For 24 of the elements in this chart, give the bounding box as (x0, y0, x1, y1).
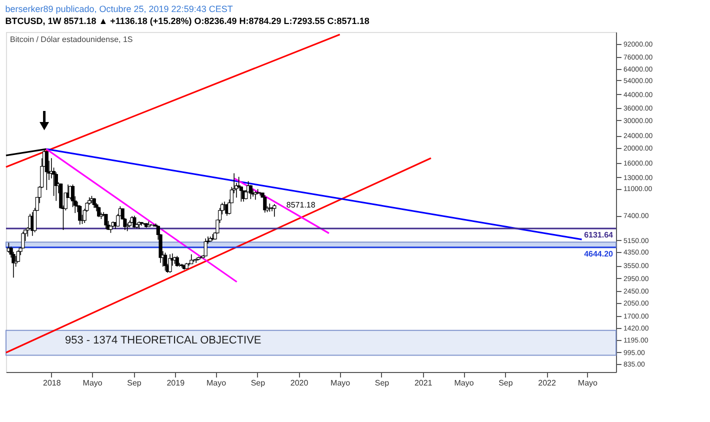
x-tick-label: Sep (498, 378, 514, 388)
x-tick-label: 2018 (43, 378, 62, 388)
band-label: 953 - 1374 THEORETICAL OBJECTIVE (65, 334, 262, 346)
x-tick-label: Mayo (206, 378, 227, 388)
x-tick-label: 2020 (290, 378, 309, 388)
x-tick-label: Mayo (454, 378, 474, 388)
x-tick-label: Mayo (82, 378, 103, 388)
chart-subtitle: BTCUSD, 1W 8571.18 ▲ +1136.18 (+15.28%) O:8236.49 H:8784.29 L:7293.55 C:8571.18 (5, 16, 370, 26)
x-tick-label: 2019 (166, 378, 186, 388)
x-tick-label: Mayo (578, 378, 598, 388)
x-tick-label: Sep (250, 378, 266, 388)
ref-line-label: 4644.20 (584, 249, 614, 258)
chart-title: berserker89 publicado, Octubre 25, 2019 22:59:43 CEST (5, 4, 234, 14)
x-tick-label: Sep (127, 378, 142, 388)
x-tick-label: 2022 (538, 378, 556, 388)
candlestick (97, 206, 101, 218)
x-tick-label: Sep (374, 378, 390, 388)
annotation: 8571.18 (286, 200, 316, 210)
x-tick-label: Mayo (330, 378, 351, 388)
ref-line-label: 6131.64 (584, 230, 614, 240)
candlestick (204, 238, 208, 256)
candlestick (272, 204, 276, 218)
x-tick-label: 2021 (414, 378, 433, 388)
annotation: Bitcoin / Dólar estadounidense, 1S (10, 35, 133, 44)
